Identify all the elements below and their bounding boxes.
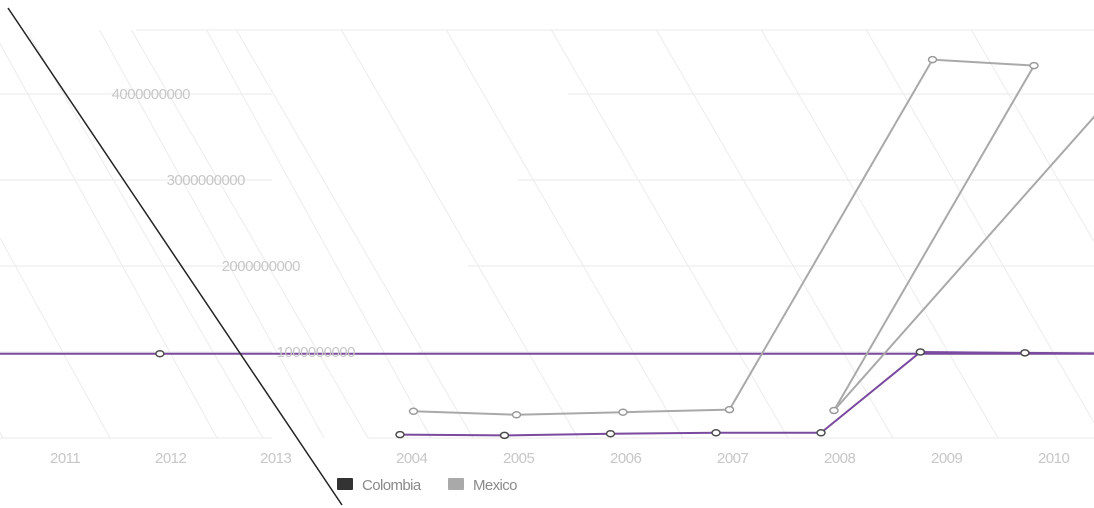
grid-line-v-right-7 bbox=[865, 29, 1094, 424]
grid-line-v-right--1 bbox=[25, 29, 264, 439]
x-tick-label-2007: 2007 bbox=[717, 450, 749, 467]
grid-line-v-left-2 bbox=[99, 29, 325, 439]
x-tick-label-2008: 2008 bbox=[824, 450, 856, 467]
point-colombia-3 bbox=[711, 429, 721, 437]
panel-divider bbox=[7, 7, 343, 506]
grid-line-v-left--1 bbox=[0, 431, 4, 439]
point-mexico-3 bbox=[724, 405, 735, 414]
y-tick-label-2: 3000000000 bbox=[167, 172, 246, 189]
legend-label-colombia: Colombia bbox=[362, 477, 422, 494]
point-colombia-0 bbox=[395, 430, 405, 439]
point-mexico-0 bbox=[408, 407, 419, 416]
x-tick-label-2009: 2009 bbox=[931, 450, 963, 467]
point-mexico-4 bbox=[927, 55, 938, 64]
x-tick-label-2010: 2010 bbox=[1038, 450, 1070, 467]
point-mexico-6 bbox=[829, 406, 839, 415]
grid-line-v-left-0 bbox=[0, 236, 111, 439]
point-colombia-1 bbox=[499, 431, 510, 440]
point-colombia-8 bbox=[155, 349, 165, 358]
series-line-mexico bbox=[413, 58, 1094, 416]
x-tick-label-2011: 2011 bbox=[50, 450, 80, 467]
grid-line-v-right-1 bbox=[235, 29, 474, 439]
series-lines bbox=[0, 58, 1094, 437]
x-tick-label-2005: 2005 bbox=[503, 450, 535, 467]
grid-line-v-right-8 bbox=[970, 29, 1094, 243]
point-mexico-1 bbox=[511, 411, 522, 419]
legend: Colombia Mexico bbox=[337, 477, 518, 494]
grid-line-v-right-5 bbox=[655, 29, 894, 439]
legend-item-colombia[interactable]: Colombia bbox=[337, 477, 422, 494]
point-mexico-2 bbox=[618, 408, 628, 416]
grid-line-v-right-3 bbox=[445, 29, 684, 439]
x-tick-label-2013: 2013 bbox=[260, 450, 292, 467]
legend-item-mexico[interactable]: Mexico bbox=[448, 477, 518, 494]
grid-line-v-right-6 bbox=[760, 29, 999, 439]
x-tick-label-2006: 2006 bbox=[610, 450, 642, 467]
x-tick-label-2012: 2012 bbox=[155, 450, 187, 467]
y-tick-label-3: 4000000000 bbox=[112, 86, 191, 103]
grid-line-v-right-0 bbox=[130, 29, 369, 439]
y-tick-label-0: 1000000000 bbox=[277, 344, 356, 361]
grid-line-v-left-3 bbox=[206, 29, 432, 439]
legend-swatch-colombia bbox=[337, 478, 353, 490]
point-colombia-6 bbox=[1020, 349, 1030, 357]
legend-label-mexico: Mexico bbox=[473, 477, 517, 494]
point-colombia-4 bbox=[816, 429, 826, 437]
grid-line-v-right-4 bbox=[550, 29, 789, 439]
x-tick-label-2004: 2004 bbox=[396, 450, 428, 467]
legend-swatch-mexico bbox=[448, 478, 464, 490]
grid bbox=[0, 29, 1094, 439]
point-colombia-5 bbox=[915, 348, 926, 356]
point-colombia-2 bbox=[605, 429, 616, 438]
point-mexico-5 bbox=[1029, 61, 1039, 70]
grid-line-v-left-1 bbox=[0, 42, 218, 439]
y-tick-label-1: 2000000000 bbox=[222, 258, 301, 275]
axis-labels: 1000000000 2000000000 3000000000 4000000000… bbox=[50, 86, 1070, 467]
series-markers bbox=[155, 55, 1039, 440]
grid-line-v-right-2 bbox=[340, 29, 579, 439]
